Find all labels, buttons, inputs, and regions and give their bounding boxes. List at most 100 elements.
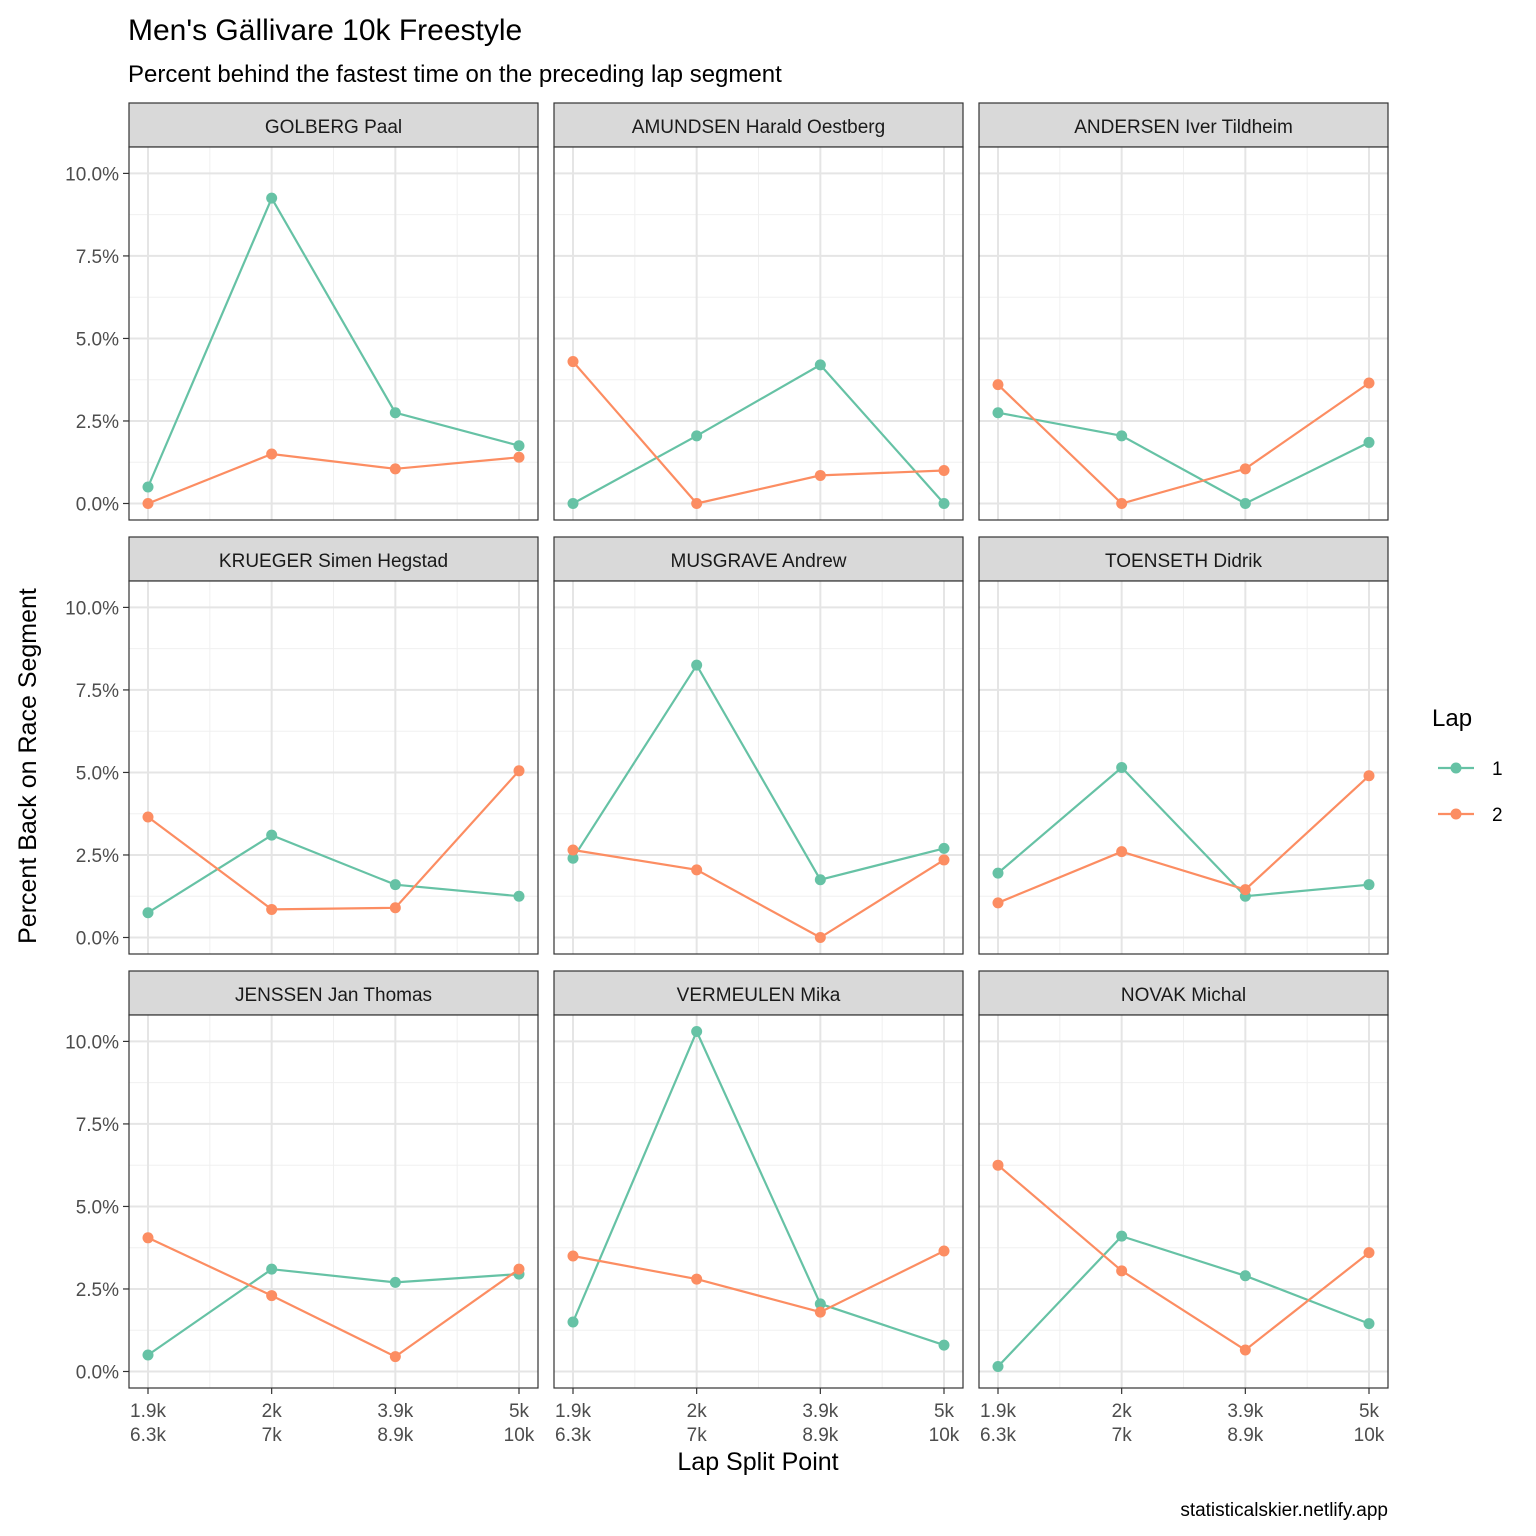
data-point-lap-1 <box>1116 762 1128 773</box>
facet-strip <box>978 970 1389 1016</box>
panel-border <box>553 580 964 955</box>
y-tick-label: 2.5% <box>76 846 119 867</box>
data-point-lap-1 <box>266 1263 278 1275</box>
series-line-lap-2 <box>572 1250 945 1314</box>
data-point-lap-2 <box>814 469 826 481</box>
data-point-lap-2 <box>1363 770 1375 782</box>
legend-key-point <box>1450 808 1462 820</box>
panel-border <box>553 146 964 521</box>
data-point-lap-2 <box>142 811 154 823</box>
data-point-lap-2 <box>938 1245 950 1257</box>
facet-strip <box>978 102 1389 148</box>
data-point-lap-2 <box>567 1250 579 1262</box>
data-point-lap-1 <box>1363 1318 1375 1330</box>
data-point-lap-2 <box>691 864 703 876</box>
data-point-lap-2 <box>567 356 579 368</box>
x-tick-label: 3.9k <box>802 1401 838 1422</box>
facet-panel: VERMEULEN Mika 1.9k 6.3k 2k 7k 3.9k 8.9k 5k 10k <box>553 970 964 1446</box>
facet-strip-label: JENSSEN Jan Thomas <box>235 985 432 1006</box>
data-point-lap-2 <box>389 1351 401 1363</box>
series-line-lap-2 <box>997 1164 1370 1352</box>
x-tick-label: 6.3k <box>980 1425 1016 1446</box>
series-line-lap-2 <box>572 848 945 939</box>
data-point-lap-2 <box>513 1263 525 1275</box>
facet-panel: GOLBERG Paal 0.0% 2.5% 5.0% 7.5% 10.0% <box>65 102 539 521</box>
facet-panel: JENSSEN Jan Thomas 0.0% 2.5% 5.0% 7.5% 10.0% 1… <box>65 970 539 1446</box>
panel-border <box>978 1014 1389 1389</box>
data-point-lap-2 <box>266 1290 278 1302</box>
chart-title: Men's Gällivare 10k Freestyle <box>128 14 522 47</box>
facet-strip <box>553 536 964 582</box>
data-point-lap-2 <box>389 463 401 475</box>
facet-strip-label: ANDERSEN Iver Tildheim <box>1074 117 1293 138</box>
panels-layer: GOLBERG Paal 0.0% 2.5% 5.0% 7.5% 10.0% AMUNDSE… <box>65 102 1389 1446</box>
facet-strip-label: NOVAK Michal <box>1121 985 1246 1006</box>
facet-strip <box>128 102 539 148</box>
data-point-lap-2 <box>992 897 1004 909</box>
y-tick-label: 7.5% <box>76 247 119 268</box>
data-point-lap-1 <box>992 867 1004 879</box>
data-point-lap-1 <box>567 852 579 864</box>
series-line-lap-2 <box>997 774 1370 904</box>
facet-strip <box>978 536 1389 582</box>
data-point-lap-1 <box>142 907 154 919</box>
series-line-lap-1 <box>997 765 1370 898</box>
panel-border <box>978 580 1389 955</box>
data-point-lap-1 <box>992 1361 1004 1373</box>
data-point-lap-2 <box>513 765 525 777</box>
data-point-lap-1 <box>266 192 278 204</box>
data-point-lap-1 <box>938 842 950 854</box>
facet-panel: NOVAK Michal 1.9k 6.3k 2k 7k 3.9k 8.9k 5k 10k <box>978 970 1389 1446</box>
x-tick-label: 3.9k <box>377 1401 413 1422</box>
data-point-lap-2 <box>266 903 278 915</box>
facet-strip-label: VERMEULEN Mika <box>677 985 841 1006</box>
facet-strip-label: TOENSETH Didrik <box>1105 551 1262 572</box>
y-tick-label: 0.0% <box>76 1362 119 1383</box>
facet-panel: ANDERSEN Iver Tildheim <box>978 102 1389 521</box>
facet-panel: TOENSETH Didrik <box>978 536 1389 955</box>
y-axis-title: Percent Back on Race Segment <box>14 588 42 944</box>
x-tick-label: 7k <box>1112 1425 1133 1446</box>
x-tick-label: 8.9k <box>377 1425 413 1446</box>
series-line-lap-1 <box>997 1234 1370 1368</box>
data-point-lap-2 <box>938 464 950 476</box>
data-point-lap-2 <box>1363 377 1375 389</box>
data-point-lap-1 <box>938 497 950 509</box>
data-point-lap-2 <box>1116 846 1128 858</box>
panel-border <box>553 1014 964 1389</box>
data-point-lap-2 <box>814 1306 826 1318</box>
facet-panel: KRUEGER Simen Hegstad 0.0% 2.5% 5.0% 7.5% 10.… <box>65 536 539 955</box>
data-point-lap-1 <box>1363 436 1375 448</box>
x-axis-title: Lap Split Point <box>677 1448 838 1476</box>
data-point-lap-1 <box>992 407 1004 419</box>
data-point-lap-2 <box>142 1232 154 1244</box>
data-point-lap-1 <box>389 1276 401 1288</box>
x-tick-label: 7k <box>262 1425 283 1446</box>
data-point-lap-1 <box>691 430 703 442</box>
x-tick-label: 5k <box>1359 1401 1380 1422</box>
data-point-lap-1 <box>938 1339 950 1351</box>
facet-strip <box>553 970 964 1016</box>
x-tick-label: 6.3k <box>130 1425 166 1446</box>
panel-border <box>128 1014 539 1389</box>
panel-border <box>128 146 539 521</box>
facet-strip-label: KRUEGER Simen Hegstad <box>219 551 448 572</box>
legend: Lap 1 2 <box>1432 705 1503 826</box>
y-tick-label: 7.5% <box>76 1115 119 1136</box>
chart-caption: statisticalskier.netlify.app <box>1180 1500 1388 1521</box>
series-line-lap-1 <box>146 195 520 488</box>
x-tick-label: 2k <box>687 1401 708 1422</box>
legend-key-point <box>1450 762 1462 774</box>
data-point-lap-1 <box>1116 1230 1128 1242</box>
data-point-lap-1 <box>567 1316 579 1328</box>
facet-strip-label: GOLBERG Paal <box>265 117 402 138</box>
x-tick-label: 10k <box>504 1425 535 1446</box>
data-point-lap-2 <box>691 497 703 509</box>
facet-strip-label: AMUNDSEN Harald Oestberg <box>632 117 885 138</box>
data-point-lap-1 <box>266 829 278 841</box>
data-point-lap-1 <box>814 359 826 371</box>
y-tick-label: 2.5% <box>76 412 119 433</box>
data-point-lap-1 <box>814 874 826 886</box>
data-point-lap-1 <box>1116 430 1128 442</box>
